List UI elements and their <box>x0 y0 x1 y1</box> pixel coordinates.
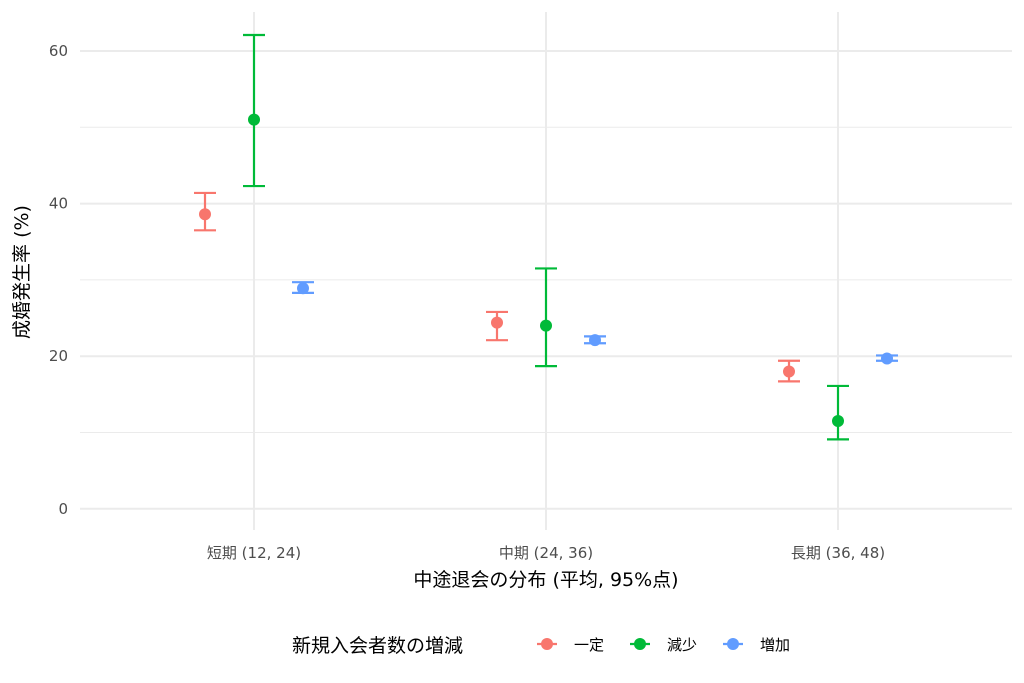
data-point <box>881 352 893 365</box>
y-tick-label: 60 <box>49 42 68 60</box>
legend-key-point <box>634 638 646 650</box>
legend-title: 新規入会者数の増減 <box>292 635 463 657</box>
data-point <box>783 365 795 378</box>
legend-key-一定 <box>537 638 557 650</box>
legend-key-point <box>541 638 553 650</box>
marks <box>194 33 898 441</box>
series-減少 <box>243 33 849 441</box>
data-point <box>589 334 601 347</box>
legend-key-増加 <box>723 638 743 650</box>
legend-label: 減少 <box>667 636 697 654</box>
series-増加 <box>292 281 898 365</box>
y-axis-title: 成婚発生率 (%) <box>11 205 33 339</box>
legend-key-減少 <box>630 638 650 650</box>
legend-label: 一定 <box>574 636 604 654</box>
series-一定 <box>194 191 800 383</box>
legend-label: 増加 <box>760 636 790 654</box>
y-tick-label: 0 <box>58 500 68 518</box>
legend: 新規入会者数の増減 一定 減少 増加 <box>292 635 790 657</box>
data-point <box>540 319 552 332</box>
data-point <box>491 316 503 329</box>
legend-key-point <box>727 638 739 650</box>
y-tick-labels: 0 20 40 60 <box>49 42 68 518</box>
x-tick-labels: 短期 (12, 24) 中期 (24, 36) 長期 (36, 48) <box>207 544 885 562</box>
x-tick-label: 中期 (24, 36) <box>499 544 593 562</box>
data-point <box>248 113 260 126</box>
x-axis-title: 中途退会の分布 (平均, 95%点) <box>413 569 678 591</box>
data-point <box>832 415 844 428</box>
x-tick-label: 短期 (12, 24) <box>207 544 301 562</box>
data-point <box>297 282 309 295</box>
y-tick-label: 20 <box>49 347 68 365</box>
y-tick-label: 40 <box>49 195 68 213</box>
data-point <box>199 208 211 221</box>
x-tick-label: 長期 (36, 48) <box>791 544 885 562</box>
